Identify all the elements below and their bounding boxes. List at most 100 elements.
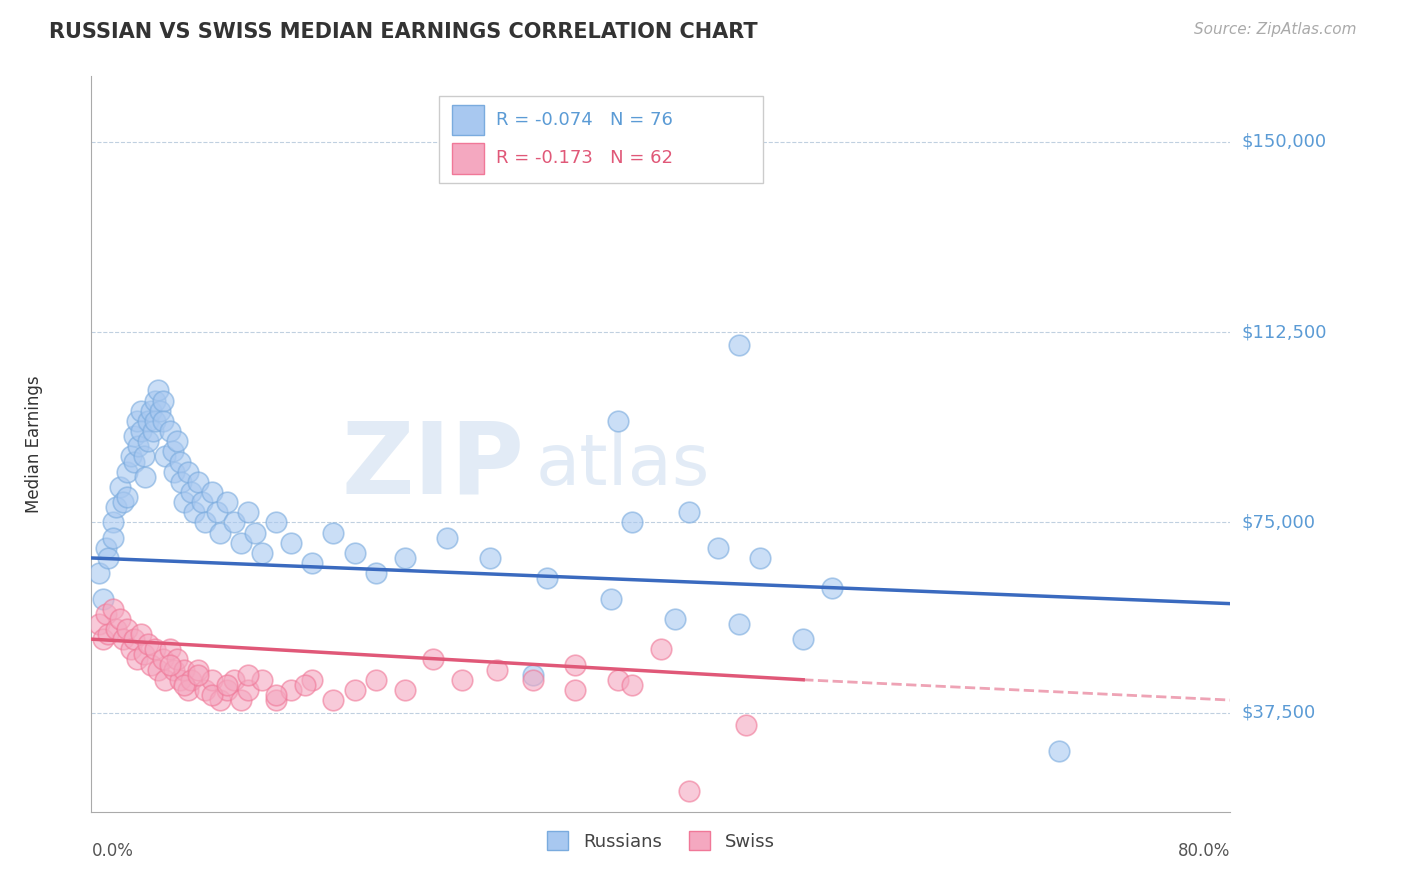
Point (122, 632, 145, 647)
Point (125, 652, 148, 666)
Point (91, 591, 114, 606)
Point (155, 673, 177, 687)
Point (152, 414, 174, 428)
Point (104, 622, 127, 636)
Point (159, 657, 181, 672)
Point (343, 546, 366, 560)
Point (422, 652, 444, 666)
Point (120, 450, 142, 464)
Bar (453, 143, 484, 174)
Point (486, 663, 509, 677)
Point (152, 652, 174, 666)
Point (163, 663, 186, 677)
Point (322, 693, 344, 707)
Point (229, 535, 252, 549)
Point (436, 531, 458, 545)
Point (148, 663, 170, 677)
Point (364, 566, 387, 581)
Point (173, 663, 195, 677)
Point (229, 693, 252, 707)
Point (173, 495, 195, 509)
Point (236, 505, 259, 519)
Point (266, 693, 288, 707)
Point (322, 525, 344, 540)
Point (169, 673, 191, 687)
Point (194, 682, 217, 697)
Point (94, 607, 117, 621)
Point (301, 673, 323, 687)
Point (127, 439, 149, 453)
Point (94, 541, 117, 555)
Point (215, 495, 238, 509)
Point (208, 693, 231, 707)
Point (250, 546, 273, 560)
Point (177, 465, 200, 479)
Point (134, 469, 156, 483)
Text: $150,000: $150,000 (1241, 133, 1327, 151)
Point (141, 404, 163, 418)
Point (180, 673, 202, 687)
Point (564, 657, 586, 672)
Point (536, 571, 558, 585)
Point (600, 591, 623, 606)
Point (621, 516, 644, 530)
Point (87, 566, 110, 581)
Point (101, 601, 124, 615)
Point (678, 784, 700, 798)
Point (607, 673, 630, 687)
Point (215, 678, 238, 692)
Point (87, 616, 110, 631)
Point (735, 718, 758, 732)
Point (208, 525, 231, 540)
Point (169, 454, 191, 468)
Text: $75,000: $75,000 (1241, 514, 1316, 532)
Point (101, 531, 124, 545)
Point (97, 551, 120, 566)
Point (201, 485, 224, 500)
Point (478, 551, 502, 566)
Point (236, 667, 259, 681)
Point (138, 414, 160, 428)
Point (129, 424, 152, 438)
Point (111, 495, 134, 509)
Text: $37,500: $37,500 (1241, 704, 1316, 722)
Point (152, 393, 174, 408)
Point (205, 505, 228, 519)
Point (129, 627, 152, 641)
Point (145, 642, 167, 657)
Bar (453, 104, 484, 136)
Point (394, 551, 416, 566)
Point (97, 627, 120, 641)
Point (108, 480, 131, 494)
Point (115, 622, 138, 636)
Point (450, 673, 472, 687)
Point (129, 404, 152, 418)
Point (522, 667, 544, 681)
Point (191, 495, 214, 509)
Legend: Russians, Swiss: Russians, Swiss (540, 824, 782, 858)
Point (125, 414, 148, 428)
Point (706, 541, 728, 555)
Text: atlas: atlas (536, 432, 710, 500)
Text: R = -0.173   N = 62: R = -0.173 N = 62 (496, 149, 672, 167)
Point (792, 632, 814, 647)
Point (294, 678, 316, 692)
Text: Median Earnings: Median Earnings (25, 375, 44, 513)
Point (101, 516, 124, 530)
Point (173, 678, 195, 692)
Point (749, 551, 772, 566)
Point (104, 500, 127, 515)
Point (132, 648, 155, 662)
Point (394, 682, 416, 697)
Point (728, 338, 751, 352)
Point (820, 582, 842, 596)
Text: 0.0%: 0.0% (91, 842, 134, 860)
Point (115, 465, 138, 479)
Point (142, 424, 165, 438)
Point (678, 505, 700, 519)
Point (166, 652, 188, 666)
Point (266, 688, 288, 702)
Point (201, 688, 224, 702)
Point (122, 454, 145, 468)
Point (222, 516, 245, 530)
